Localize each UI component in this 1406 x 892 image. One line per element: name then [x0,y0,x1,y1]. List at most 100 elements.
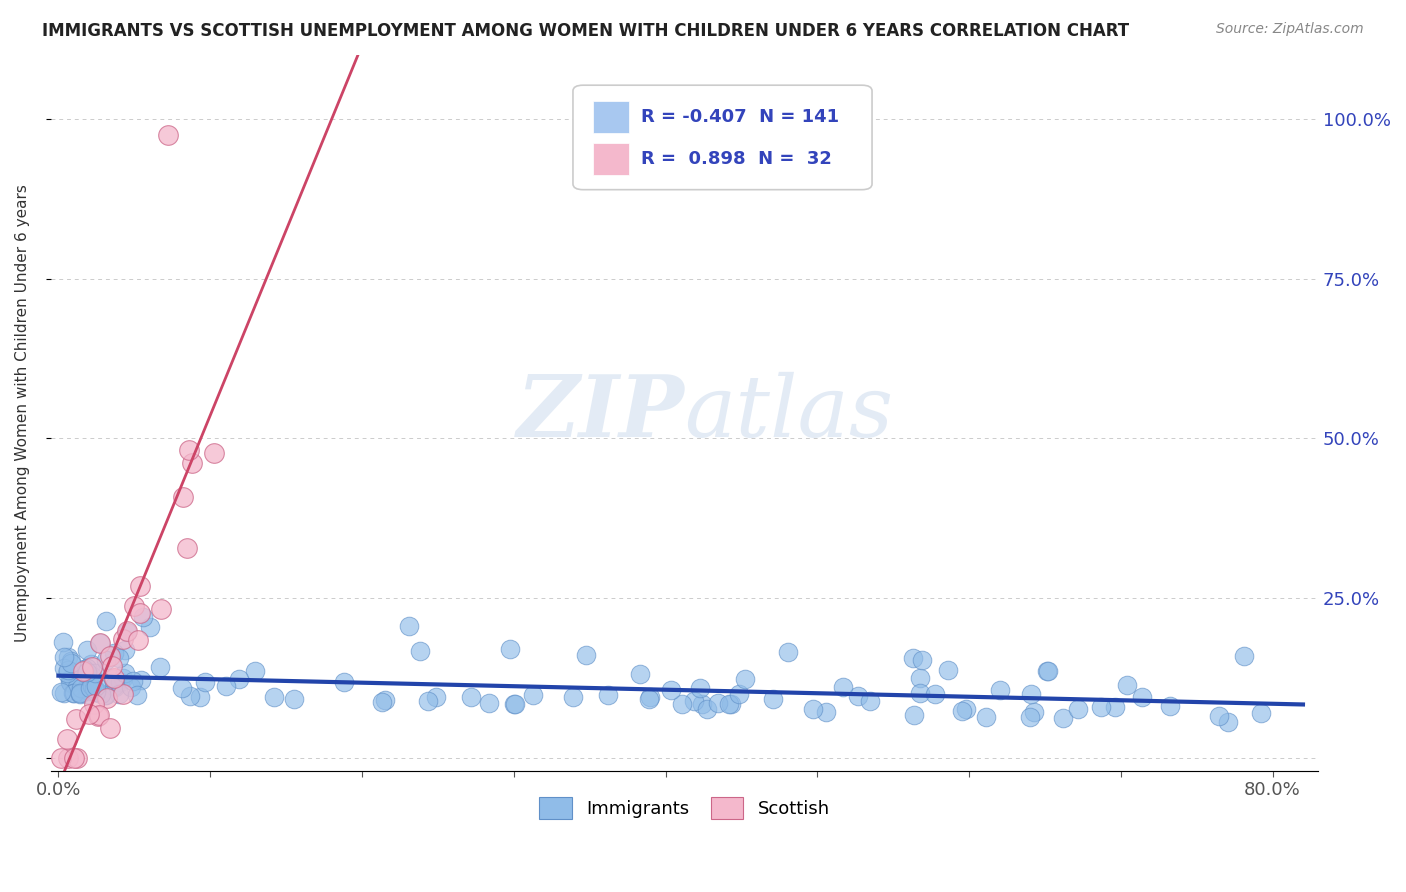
Point [228,673,250,687]
Point [778,645,800,659]
Point [69,684,91,698]
Point [84,682,107,697]
Point [574,648,596,662]
Point [683,693,706,707]
Point [1036,664,1059,678]
Point [638,690,661,705]
Point [122,673,145,688]
Point [177,443,200,458]
Point [58,751,80,765]
Point [720,697,742,711]
Point [416,694,439,708]
Point [1019,710,1042,724]
Point [90,687,112,701]
Point [859,693,882,707]
Point [63,751,86,765]
Point [1052,711,1074,725]
Point [103,673,125,687]
Point [76,642,98,657]
Point [96,691,118,706]
Point [63,686,86,700]
Point [76,661,98,675]
Point [107,687,129,701]
Point [62,671,84,685]
Point [120,680,142,694]
Point [924,687,946,701]
Point [460,690,482,704]
Point [188,690,211,704]
Y-axis label: Unemployment Among Women with Children Under 6 years: Unemployment Among Women with Children U… [15,184,30,642]
Point [84,685,107,699]
Text: ZIP: ZIP [516,371,685,455]
Point [66,680,89,694]
Point [950,705,973,719]
Point [1090,700,1112,714]
Point [62,686,84,700]
Point [122,599,145,614]
Point [59,672,82,686]
Point [80,669,103,683]
Point [83,697,105,711]
Point [89,636,111,650]
Point [398,619,420,633]
Point [111,672,134,686]
Point [149,660,172,674]
Point [156,128,179,142]
Point [103,671,125,685]
Point [89,636,111,650]
Point [936,663,959,677]
Point [955,702,977,716]
Point [692,697,714,711]
Point [1104,700,1126,714]
Point [478,697,501,711]
Point [149,602,172,616]
Point [283,692,305,706]
Point [67,671,90,685]
Point [1116,678,1139,692]
Text: R =  0.898  N =  32: R = 0.898 N = 32 [641,150,832,168]
Point [181,456,204,470]
Point [53,686,76,700]
Point [112,632,135,646]
Text: Source: ZipAtlas.com: Source: ZipAtlas.com [1216,22,1364,37]
Point [908,686,931,700]
Point [79,681,101,695]
Point [127,632,149,647]
Point [409,644,432,658]
Point [129,673,152,688]
Point [55,666,77,681]
Point [911,653,934,667]
Point [139,620,162,634]
Point [263,690,285,705]
Point [60,654,83,668]
Point [1022,706,1045,720]
Point [499,642,522,657]
Point [671,698,693,712]
Point [76,687,98,701]
Point [104,681,127,695]
Point [114,643,136,657]
Point [77,684,100,698]
Point [425,690,447,705]
Point [846,690,869,704]
Point [101,659,124,673]
Point [815,705,838,719]
Point [170,681,193,696]
Point [103,646,125,660]
Text: R = -0.407  N = 141: R = -0.407 N = 141 [641,108,839,126]
Point [69,685,91,699]
Point [60,676,83,690]
Bar [593,143,628,175]
Point [717,697,740,711]
Point [77,707,100,722]
Point [974,710,997,724]
Point [76,665,98,680]
Point [53,661,76,675]
Point [129,606,152,620]
Point [55,732,77,747]
Point [638,692,661,706]
Point [73,662,96,676]
Point [1159,699,1181,714]
Point [59,656,82,670]
Point [1218,714,1240,729]
